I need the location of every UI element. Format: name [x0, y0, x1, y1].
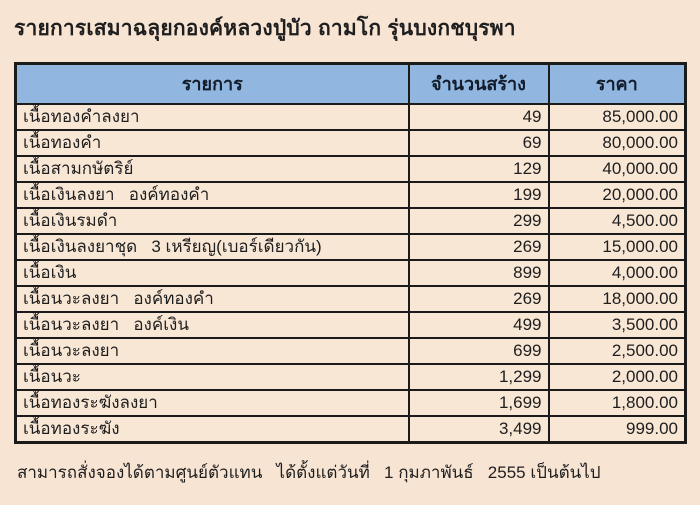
price-table: รายการ จำนวนสร้าง ราคา เนื้อทองคำลงยา 49 8…	[14, 62, 687, 444]
item-cell: เนื้อนวะลงยา องค์เงิน	[14, 310, 410, 339]
price-cell: 4,000.00	[547, 258, 687, 287]
item-cell: เนื้อสามกษัตริย์	[14, 154, 410, 183]
table-row: เนื้อเงินลงยา องค์ทองคำ 199 20,000.00	[14, 180, 687, 209]
item-cell: เนื้อทองระฆังลงยา	[14, 388, 410, 417]
qty-cell: 69	[407, 128, 550, 157]
table-row: เนื้อเงินลงยาชุด 3 เหรียญ(เบอร์เดียวกัน)…	[14, 232, 687, 261]
qty-cell: 899	[407, 258, 550, 287]
qty-cell: 699	[407, 336, 550, 365]
item-cell: เนื้อนวะลงยา องค์ทองคำ	[14, 284, 410, 313]
table-row: เนื้อเงิน 899 4,000.00	[14, 258, 687, 287]
price-cell: 999.00	[547, 414, 687, 443]
item-cell: เนื้อเงิน	[14, 258, 410, 287]
price-cell: 4,500.00	[547, 206, 687, 235]
item-cell: เนื้อนวะ	[14, 362, 410, 391]
qty-cell: 299	[407, 206, 550, 235]
header-qty: จำนวนสร้าง	[407, 62, 550, 105]
price-cell: 1,800.00	[547, 388, 687, 417]
table-row: เนื้อทองคำ 69 80,000.00	[14, 128, 687, 157]
price-cell: 3,500.00	[547, 310, 687, 339]
qty-cell: 499	[407, 310, 550, 339]
header-item: รายการ	[14, 62, 410, 105]
header-row: รายการ จำนวนสร้าง ราคา	[14, 62, 687, 105]
table-row: เนื้อเงินรมดำ 299 4,500.00	[14, 206, 687, 235]
price-cell: 15,000.00	[547, 232, 687, 261]
table-row: เนื้อนวะลงยา องค์ทองคำ 269 18,000.00	[14, 284, 687, 313]
qty-cell: 1,299	[407, 362, 550, 391]
table-row: เนื้อสามกษัตริย์ 129 40,000.00	[14, 154, 687, 183]
qty-cell: 3,499	[407, 414, 550, 443]
table-row: เนื้อทองคำลงยา 49 85,000.00	[14, 102, 687, 131]
qty-cell: 129	[407, 154, 550, 183]
price-cell: 2,500.00	[547, 336, 687, 365]
table-row: เนื้อทองระฆัง 3,499 999.00	[14, 414, 687, 443]
price-cell: 18,000.00	[547, 284, 687, 313]
item-cell: เนื้อทองระฆัง	[14, 414, 410, 443]
table-row: เนื้อนวะลงยา องค์เงิน 499 3,500.00	[14, 310, 687, 339]
item-cell: เนื้อทองคำลงยา	[14, 102, 410, 131]
price-cell: 40,000.00	[547, 154, 687, 183]
table-row: เนื้อนวะ 1,299 2,000.00	[14, 362, 687, 391]
table-row: เนื้อทองระฆังลงยา 1,699 1,800.00	[14, 388, 687, 417]
qty-cell: 269	[407, 232, 550, 261]
price-cell: 80,000.00	[547, 128, 687, 157]
item-cell: เนื้อเงินลงยาชุด 3 เหรียญ(เบอร์เดียวกัน)	[14, 232, 410, 261]
footer-note: สามารถสั่งจองได้ตามศูนย์ตัวแทน ได้ตั้งแต…	[17, 463, 601, 482]
item-cell: เนื้อเงินลงยา องค์ทองคำ	[14, 180, 410, 209]
qty-cell: 1,699	[407, 388, 550, 417]
item-cell: เนื้อทองคำ	[14, 128, 410, 157]
price-cell: 20,000.00	[547, 180, 687, 209]
header-price: ราคา	[547, 62, 687, 105]
table-body: เนื้อทองคำลงยา 49 85,000.00 เนื้อทองคำ 69 80,…	[14, 102, 687, 443]
qty-cell: 269	[407, 284, 550, 313]
item-cell: เนื้อนวะลงยา	[14, 336, 410, 365]
page-title: รายการเสมาฉลุยกองค์หลวงปู่บัว ถามโก รุ่น…	[14, 17, 516, 40]
table-row: เนื้อนวะลงยา 699 2,500.00	[14, 336, 687, 365]
qty-cell: 49	[407, 102, 550, 131]
price-cell: 85,000.00	[547, 102, 687, 131]
qty-cell: 199	[407, 180, 550, 209]
item-cell: เนื้อเงินรมดำ	[14, 206, 410, 235]
price-cell: 2,000.00	[547, 362, 687, 391]
